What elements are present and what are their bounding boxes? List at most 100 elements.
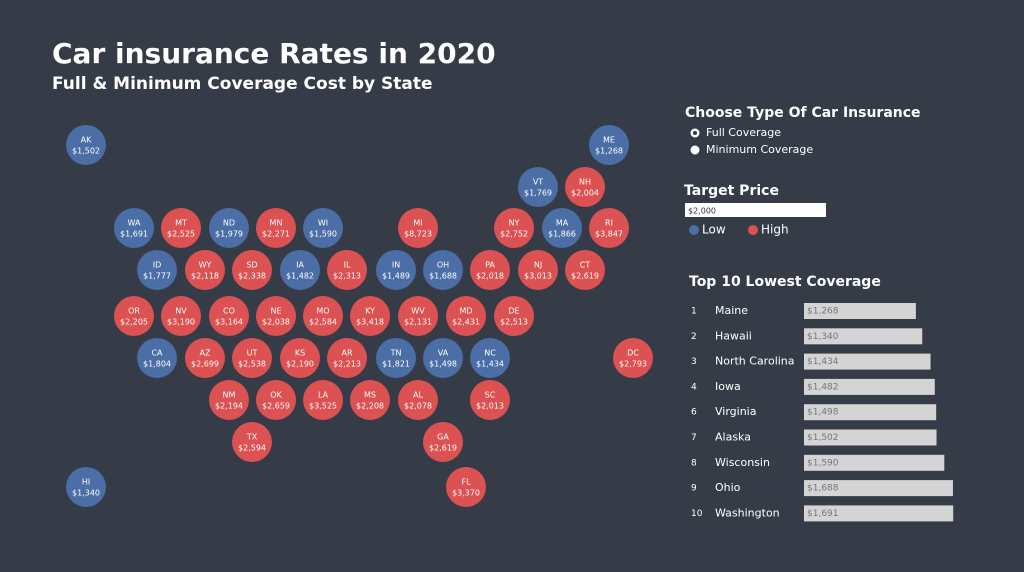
state-code: PA bbox=[485, 261, 495, 270]
state-tile bbox=[256, 208, 296, 248]
state-tile bbox=[232, 250, 272, 290]
state-value: $2,538 bbox=[238, 360, 266, 369]
bar-label: $1,498 bbox=[807, 408, 839, 418]
state-value: $1,821 bbox=[382, 360, 410, 369]
state-value: $2,013 bbox=[476, 402, 504, 411]
radio-label[interactable]: Full Coverage bbox=[706, 126, 781, 139]
state-tile bbox=[185, 338, 225, 378]
rank: 2 bbox=[691, 332, 697, 342]
state-tile bbox=[185, 250, 225, 290]
state-name: Washington bbox=[715, 506, 780, 519]
state-value: $3,013 bbox=[524, 272, 552, 281]
state-value: $1,434 bbox=[476, 360, 504, 369]
state-value: $2,213 bbox=[333, 360, 361, 369]
radio-label[interactable]: Minimum Coverage bbox=[706, 143, 813, 156]
state-tile bbox=[209, 296, 249, 336]
state-code: VT bbox=[533, 178, 543, 187]
state-value: $1,866 bbox=[548, 230, 576, 239]
state-name: North Carolina bbox=[715, 355, 795, 368]
state-value: $2,525 bbox=[167, 230, 195, 239]
bar-label: $1,482 bbox=[807, 382, 839, 392]
state-code: MA bbox=[556, 219, 569, 228]
state-code: UT bbox=[247, 349, 258, 358]
state-tile bbox=[423, 338, 463, 378]
state-tile bbox=[280, 338, 320, 378]
state-tile bbox=[398, 208, 438, 248]
state-code: CO bbox=[223, 307, 235, 316]
state-code: WI bbox=[318, 219, 328, 228]
state-code: MS bbox=[364, 391, 376, 400]
target-value[interactable]: $2,000 bbox=[688, 207, 716, 216]
state-tile bbox=[470, 250, 510, 290]
state-code: TX bbox=[246, 433, 258, 442]
state-code: ND bbox=[223, 219, 235, 228]
target-title: Target Price bbox=[684, 183, 779, 199]
radio[interactable] bbox=[690, 145, 700, 155]
bar bbox=[804, 303, 916, 319]
state-tile bbox=[470, 380, 510, 420]
state-name: Virginia bbox=[715, 405, 756, 418]
state-tile bbox=[114, 208, 154, 248]
legend-swatch bbox=[748, 225, 758, 235]
state-name: Iowa bbox=[715, 380, 741, 393]
state-value: $2,619 bbox=[429, 444, 457, 453]
state-code: VA bbox=[438, 349, 449, 358]
state-tile bbox=[589, 208, 629, 248]
subtitle: Full & Minimum Coverage Cost by State bbox=[52, 74, 433, 94]
state-value: $8,723 bbox=[404, 230, 432, 239]
state-value: $1,777 bbox=[143, 272, 171, 281]
state-value: $2,793 bbox=[619, 360, 647, 369]
state-code: SD bbox=[246, 261, 257, 270]
bar bbox=[804, 429, 937, 446]
rank: 7 bbox=[691, 433, 697, 443]
state-tile bbox=[542, 208, 582, 248]
bar bbox=[804, 404, 937, 421]
radio-dot[interactable] bbox=[693, 131, 697, 135]
state-tile bbox=[398, 296, 438, 336]
target-input[interactable] bbox=[685, 203, 826, 217]
state-tile bbox=[518, 167, 558, 207]
state-tile bbox=[446, 467, 486, 507]
state-name: Ohio bbox=[715, 481, 741, 494]
state-code: CA bbox=[151, 349, 163, 358]
state-code: FL bbox=[461, 478, 471, 487]
state-value: $2,190 bbox=[286, 360, 314, 369]
state-code: NE bbox=[270, 307, 281, 316]
state-code: WA bbox=[128, 219, 141, 228]
state-tile bbox=[398, 380, 438, 420]
state-value: $3,525 bbox=[309, 402, 337, 411]
state-tile bbox=[66, 125, 106, 165]
state-tile bbox=[423, 250, 463, 290]
legend-swatch bbox=[689, 225, 699, 235]
bar-label: $1,502 bbox=[807, 433, 839, 443]
state-code: DE bbox=[508, 307, 519, 316]
state-tile bbox=[376, 338, 416, 378]
state-tile bbox=[256, 380, 296, 420]
state-value: $1,498 bbox=[429, 360, 457, 369]
rank: 4 bbox=[691, 382, 697, 392]
state-value: $3,190 bbox=[167, 318, 195, 327]
state-code: AR bbox=[341, 349, 352, 358]
bar-label: $1,268 bbox=[807, 307, 839, 317]
title: Car insurance Rates in 2020 bbox=[52, 37, 496, 70]
state-tile bbox=[232, 422, 272, 462]
state-code: IL bbox=[344, 261, 351, 270]
state-code: WY bbox=[199, 261, 212, 270]
state-value: $2,205 bbox=[120, 318, 148, 327]
state-code: SC bbox=[485, 391, 496, 400]
state-code: NV bbox=[175, 307, 187, 316]
state-tile bbox=[280, 250, 320, 290]
state-code: IA bbox=[296, 261, 304, 270]
state-value: $2,131 bbox=[404, 318, 432, 327]
state-code: TN bbox=[390, 349, 402, 358]
rank: 8 bbox=[691, 458, 697, 468]
state-tile bbox=[494, 208, 534, 248]
state-tile bbox=[303, 296, 343, 336]
state-tile bbox=[494, 296, 534, 336]
state-code: DC bbox=[627, 349, 639, 358]
state-code: NY bbox=[509, 219, 520, 228]
state-value: $2,584 bbox=[309, 318, 337, 327]
